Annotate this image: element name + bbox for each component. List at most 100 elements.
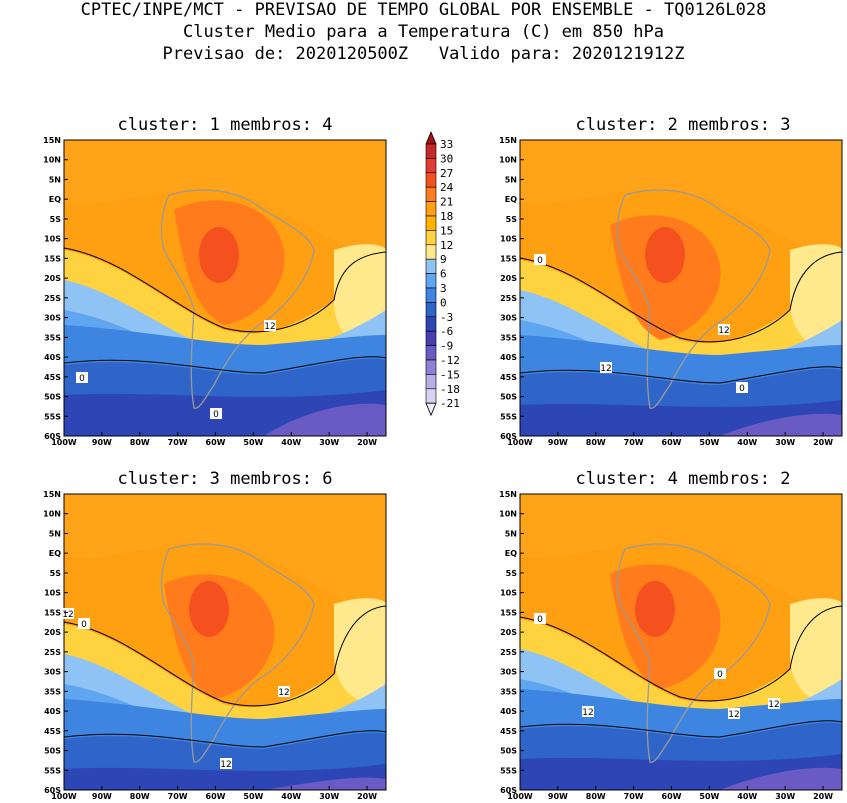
lat-label: 20S — [500, 274, 517, 283]
lat-label: 30S — [500, 314, 517, 323]
contour-label-bg — [264, 320, 276, 331]
contour-label: 0 — [717, 670, 723, 680]
continent-outline — [616, 543, 771, 763]
panel-title: cluster: 3 membros: 6 — [118, 469, 333, 489]
contour-label-bg — [768, 698, 780, 709]
lat-label: 15S — [500, 254, 517, 263]
lon-label: 50W — [243, 792, 263, 801]
contour-label-bg — [278, 686, 290, 697]
contour-label-bg — [76, 372, 88, 383]
field-m12-m9 — [720, 767, 842, 790]
lon-label: 20W — [813, 438, 833, 447]
lat-label: 50S — [44, 393, 61, 402]
contour-label-bg — [220, 758, 232, 769]
lat-label: 45S — [500, 727, 517, 736]
continent-outline — [160, 189, 315, 409]
panel-body: 12 12 12 0 0 15N 10N 5N EQ 5S 10S 15S 20S 25S 30S 35S 40… — [499, 490, 843, 801]
lat-label: 40S — [500, 353, 517, 362]
contour-label: 12 — [582, 708, 593, 718]
field-15-18-n — [520, 494, 842, 614]
colorbar-label: -12 — [440, 354, 460, 367]
colorbar-label: -21 — [440, 397, 460, 410]
colorbar-box — [425, 143, 437, 159]
lon-label: 20W — [357, 438, 377, 447]
lat-label: 5N — [505, 529, 517, 538]
colorbar-box — [425, 359, 437, 375]
lat-label: 30S — [44, 668, 61, 677]
colorbar-box — [425, 215, 437, 231]
contour-label: 12 — [718, 326, 729, 336]
lat-label: 25S — [44, 294, 61, 303]
lat-label: 5S — [506, 569, 518, 578]
lat-label: 5N — [505, 175, 517, 184]
lon-label: 30W — [319, 438, 339, 447]
panel-body: 12 0 0 15N 10N 5N EQ 5S 10S 15S 20S 25S 30S 35S 40S 45S… — [43, 136, 387, 447]
header-line-2: Cluster Medio para a Temperatura (C) em … — [182, 22, 665, 42]
contour-label-bg — [582, 706, 594, 717]
lat-label: 35S — [44, 687, 61, 696]
lat-label: 25S — [500, 648, 517, 657]
lat-label: 10S — [44, 235, 61, 244]
lat-label: 15N — [43, 136, 61, 145]
lat-label: 30S — [500, 668, 517, 677]
field-m12-m9 — [264, 777, 386, 790]
colorbar-label: -15 — [440, 368, 460, 381]
lat-label: 5S — [50, 569, 62, 578]
colorbar-label: 6 — [440, 268, 447, 281]
lon-label: 90W — [92, 792, 112, 801]
colorbar-top-arrow — [425, 130, 437, 145]
lat-label: 55S — [44, 766, 61, 775]
panel-body: 12 12 0 0 15N 10N 5N EQ 5S 10S 15S 20S 25S 30S 35S 40S 4… — [499, 136, 843, 447]
map-field — [520, 494, 842, 790]
lat-label: 35S — [500, 687, 517, 696]
lat-label: 15N — [499, 136, 517, 145]
lat-label: 15S — [44, 608, 61, 617]
contour-label: 12 — [768, 700, 779, 710]
lat-label: 30S — [44, 314, 61, 323]
lon-label: 40W — [281, 438, 301, 447]
map-frame — [63, 493, 387, 791]
lon-label: 60W — [662, 438, 682, 447]
contour-label-bg — [714, 668, 726, 679]
panel-title: cluster: 1 membros: 4 — [118, 115, 333, 135]
lon-label: 60W — [662, 792, 682, 801]
lon-label: 100W — [51, 438, 77, 447]
colorbar-label: 30 — [440, 152, 453, 165]
lat-label: 10N — [499, 510, 517, 519]
lat-label: 60S — [500, 786, 517, 795]
lon-label: 70W — [168, 792, 188, 801]
contour-label: 0 — [537, 615, 543, 625]
contour-label-bg — [210, 408, 222, 419]
lat-label: 5N — [49, 529, 61, 538]
lat-label: 10S — [44, 589, 61, 598]
panel-body: 12 12 12 0 15N 10N 5N EQ 5S 10S 15S 20S 25S 30S 35S 40S… — [43, 490, 387, 801]
field-m12-m9 — [720, 413, 842, 436]
lon-label: 50W — [699, 438, 719, 447]
lat-label: 20S — [44, 274, 61, 283]
field-15-18-n — [64, 494, 386, 614]
contour-label: 12 — [62, 610, 73, 620]
lat-label: 60S — [500, 432, 517, 441]
contour-label: 12 — [220, 760, 231, 770]
lat-label: 15S — [44, 254, 61, 263]
colorbar-box — [425, 316, 437, 332]
colorbar-box — [425, 201, 437, 217]
lon-label: 70W — [624, 438, 644, 447]
contour-0 — [520, 720, 842, 738]
lat-label: 35S — [44, 333, 61, 342]
continent-outline — [616, 189, 771, 409]
field-21-24 — [635, 581, 675, 637]
lon-label: 80W — [586, 792, 606, 801]
colorbar-box — [425, 230, 437, 246]
colorbar-label: 18 — [440, 210, 453, 223]
colorbar-box — [425, 172, 437, 188]
lon-label: 90W — [548, 438, 568, 447]
lon-label: 40W — [737, 792, 757, 801]
lat-label: 10N — [499, 156, 517, 165]
lat-label: 5S — [506, 215, 518, 224]
lon-label: 80W — [130, 792, 150, 801]
lat-label: EQ — [505, 549, 517, 558]
lon-label: 100W — [507, 438, 533, 447]
map-panel-cluster-1: 12 0 0 15N 10N 5N EQ 5S 10S 15S 20S 25S 30S 35S 40S 45S… — [43, 115, 387, 447]
lon-label: 20W — [813, 792, 833, 801]
